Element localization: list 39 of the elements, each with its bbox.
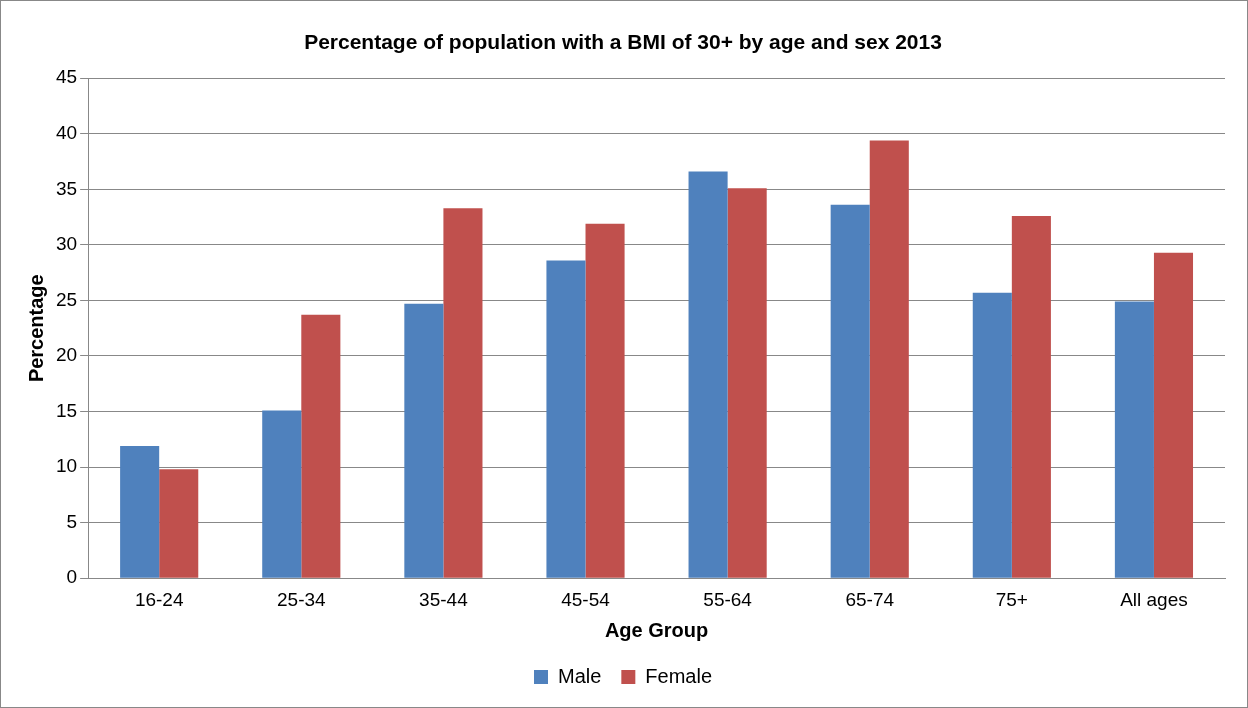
bar	[262, 410, 302, 578]
bar	[546, 260, 586, 578]
bar	[727, 188, 767, 578]
y-tick-label: 15	[55, 399, 78, 421]
bar	[120, 445, 160, 578]
y-tick-label: 20	[55, 344, 78, 366]
y-tick-label: 5	[66, 510, 78, 532]
y-tick-label: 25	[55, 288, 78, 310]
x-tick-label: 65-74	[845, 588, 895, 610]
x-tick-label: 25-34	[276, 588, 327, 610]
y-tick-label: 45	[55, 66, 78, 88]
bar	[1011, 215, 1051, 578]
bar	[159, 469, 199, 578]
y-tick-label: 40	[55, 121, 78, 143]
x-tick-label: 55-64	[703, 588, 753, 610]
bar	[869, 140, 909, 578]
y-tick-label: 35	[55, 177, 78, 199]
y-tick-label: 0	[66, 566, 78, 588]
legend-label: Male	[557, 664, 602, 687]
bar	[443, 208, 483, 578]
x-tick-label: 75+	[995, 588, 1028, 610]
bar	[830, 204, 870, 578]
bar	[301, 314, 341, 578]
bar	[972, 292, 1012, 578]
y-tick-label: 10	[55, 455, 78, 477]
x-tick-label: All ages	[1120, 588, 1188, 610]
bar	[1114, 301, 1154, 578]
legend-label: Female	[645, 664, 713, 687]
x-tick-label: 45-54	[561, 588, 611, 610]
bar	[404, 303, 444, 578]
y-axis-title: Percentage	[24, 274, 47, 383]
chart-title: Percentage of population with a BMI of 30+ by age and sex 2013	[304, 30, 942, 54]
x-tick-label: 35-44	[419, 588, 469, 610]
x-axis-title: Age Group	[604, 618, 709, 641]
bar	[585, 223, 625, 578]
x-tick-label: 16-24	[134, 588, 184, 610]
y-tick-label: 30	[55, 233, 78, 255]
bar	[688, 171, 728, 578]
bar	[1153, 252, 1194, 578]
